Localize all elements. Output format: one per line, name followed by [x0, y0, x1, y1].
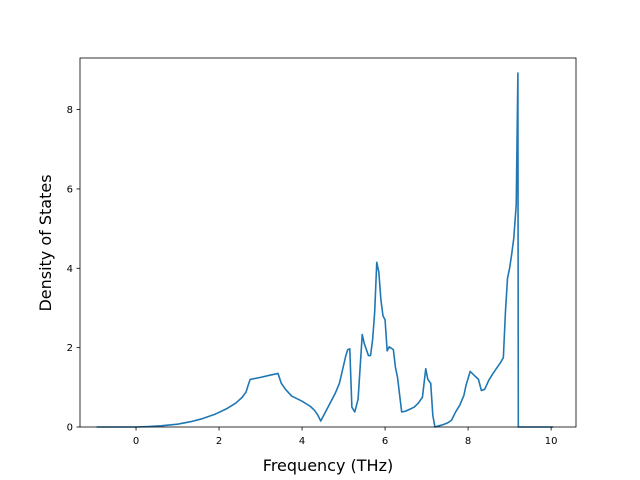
y-tick-label: 8	[67, 105, 73, 116]
x-tick-label: 4	[299, 436, 305, 447]
y-axis-label: Density of States	[36, 174, 55, 311]
plot-area	[79, 57, 577, 428]
x-tick-label: 2	[216, 436, 222, 447]
x-tick-label: 10	[545, 436, 558, 447]
x-tick-label: 8	[465, 436, 471, 447]
y-tick-label: 0	[67, 423, 73, 434]
y-tick-label: 2	[67, 343, 73, 354]
y-axis-ticks: 0 2 4 6 8	[67, 105, 80, 434]
series-line-0	[96, 72, 554, 428]
x-axis-label: Frequency (THz)	[263, 456, 393, 475]
axes-frame	[79, 57, 577, 428]
y-tick-label: 6	[67, 185, 73, 196]
x-tick-label: 0	[133, 436, 139, 447]
x-tick-label: 6	[382, 436, 388, 447]
x-axis-ticks: 0 2 4 6 8 10	[133, 427, 558, 447]
y-tick-label: 4	[67, 264, 73, 275]
